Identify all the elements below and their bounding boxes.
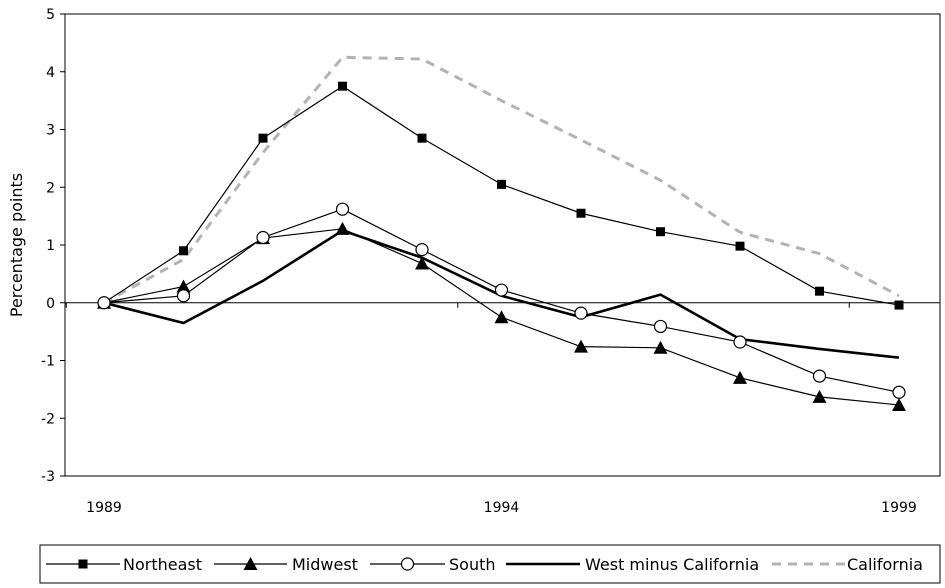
y-axis-title: Percentage points — [7, 173, 26, 317]
y-tick-label: 1 — [46, 238, 55, 254]
data-point-midwest — [653, 340, 668, 354]
data-point-midwest — [415, 256, 429, 270]
data-point-midwest — [733, 370, 747, 384]
data-point-midwest — [892, 397, 906, 411]
data-point-midwest — [176, 279, 191, 293]
y-tick-label: 5 — [46, 7, 55, 23]
y-axis: 5 4 3 2 1 0 -1 -2 -3 — [41, 7, 65, 485]
data-point-midwest — [812, 389, 827, 403]
series-layer — [97, 55, 906, 411]
legend-item-south: South — [370, 555, 496, 574]
series-california — [103, 55, 900, 305]
legend-label-california: California — [847, 555, 923, 574]
x-tick-label: 1994 — [484, 500, 520, 516]
data-point-northeast — [338, 81, 347, 91]
data-point-northeast — [735, 241, 745, 251]
y-tick-label: 2 — [46, 180, 55, 196]
x-axis: 1989 1994 1999 — [65, 302, 917, 516]
legend-item-california: California — [772, 555, 923, 574]
data-point-northeast — [576, 208, 586, 218]
series-south — [97, 202, 906, 399]
y-tick-label: -1 — [41, 354, 55, 370]
data-point-south — [335, 202, 350, 216]
legend-marker-midwest — [243, 557, 258, 570]
data-point-south — [176, 289, 191, 303]
data-point-northeast — [497, 179, 506, 189]
legend-label-south: South — [449, 555, 496, 574]
data-point-northeast — [656, 227, 665, 237]
plot-area — [64, 13, 941, 477]
y-tick-label: 0 — [46, 296, 55, 312]
data-point-northeast — [894, 300, 904, 310]
data-point-south — [812, 369, 827, 383]
data-point-south — [97, 296, 111, 310]
x-tick-label: 1999 — [881, 500, 917, 516]
legend: Northeast Midwest South West minus Californ… — [39, 544, 941, 584]
data-point-south — [256, 230, 270, 245]
series-line-california — [103, 55, 900, 305]
y-tick-label: -3 — [41, 469, 55, 485]
data-point-south — [415, 243, 429, 257]
legend-label-midwest: Midwest — [292, 555, 358, 574]
legend-label-northeast: Northeast — [123, 555, 202, 574]
data-point-northeast — [258, 133, 268, 143]
y-tick-label: 3 — [46, 123, 55, 139]
legend-marker-south — [400, 557, 415, 571]
legend-item-west-minus-california: West minus California — [506, 555, 759, 574]
data-point-northeast — [815, 286, 824, 296]
data-point-midwest — [335, 221, 350, 235]
data-point-northeast — [179, 246, 188, 256]
data-point-midwest — [494, 310, 509, 324]
data-point-midwest — [574, 339, 588, 353]
x-tick-label: 1989 — [86, 500, 122, 516]
data-point-south — [892, 385, 906, 399]
legend-label-west-minus-california: West minus California — [585, 555, 759, 574]
y-tick-label: -2 — [41, 411, 55, 427]
data-point-south — [574, 306, 588, 320]
data-point-south — [733, 335, 747, 349]
y-tick-label: 4 — [46, 65, 55, 81]
series-northeast — [99, 81, 904, 310]
legend-item-northeast: Northeast — [46, 555, 202, 574]
legend-marker-northeast — [78, 559, 88, 569]
legend-item-midwest: Midwest — [214, 555, 358, 574]
data-point-northeast — [417, 133, 427, 143]
data-point-south — [653, 319, 668, 334]
data-point-south — [494, 283, 509, 297]
